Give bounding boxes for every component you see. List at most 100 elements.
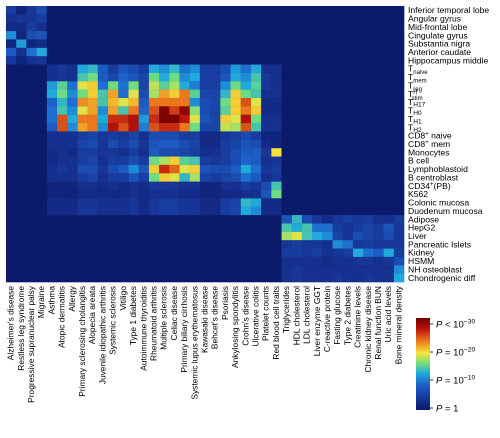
heatmap-cell: [179, 89, 190, 99]
heatmap-cell: [16, 181, 27, 191]
heatmap-cell: [189, 64, 201, 74]
heatmap-cell: [199, 131, 211, 141]
heatmap-cell: [108, 81, 119, 90]
heatmap-cell: [230, 156, 242, 166]
heatmap-cell: [322, 114, 333, 124]
heatmap-cell: [301, 131, 313, 141]
column-label: Autoimmune thyroiditis: [138, 286, 148, 371]
heatmap-cell: [393, 181, 405, 191]
heatmap-cell: [16, 56, 27, 65]
heatmap-cell: [159, 98, 170, 107]
heatmap-cell: [128, 273, 139, 283]
heatmap-cell: [342, 131, 354, 141]
heatmap-cell: [322, 173, 333, 182]
heatmap-cell: [57, 131, 68, 141]
heatmap-cell: [128, 56, 139, 65]
heatmap-cell: [169, 190, 180, 199]
heatmap-cell: [67, 139, 78, 149]
heatmap-cell: [189, 6, 201, 15]
heatmap-cell: [281, 273, 293, 283]
heatmap-cell: [393, 248, 405, 258]
heatmap-cell: [230, 39, 242, 49]
heatmap-cell: [108, 273, 119, 283]
heatmap-cell: [383, 31, 395, 40]
heatmap-cell: [87, 164, 99, 174]
heatmap-cell: [373, 6, 384, 15]
heatmap-cell: [352, 81, 364, 90]
heatmap-cell: [230, 72, 242, 82]
heatmap-cell: [26, 39, 37, 49]
heatmap-cell: [261, 14, 272, 24]
heatmap-cell: [312, 248, 323, 258]
heatmap-cell: [383, 64, 395, 74]
heatmap-cell: [6, 22, 17, 32]
heatmap-cell: [230, 265, 242, 274]
heatmap-cell: [332, 273, 344, 283]
heatmap-cell: [322, 22, 333, 32]
heatmap-cell: [373, 31, 384, 40]
heatmap-cell: [342, 89, 354, 99]
legend-colorbar: [416, 318, 430, 410]
heatmap-cell: [373, 265, 384, 274]
heatmap-cell: [169, 64, 180, 74]
heatmap-cell: [322, 248, 333, 258]
heatmap-cell: [301, 39, 313, 49]
heatmap-cell: [26, 114, 37, 124]
heatmap-cell: [26, 98, 37, 107]
heatmap-cell: [16, 31, 27, 40]
heatmap-cell: [291, 206, 303, 216]
heatmap-cell: [332, 72, 344, 82]
heatmap-cell: [373, 148, 384, 157]
heatmap-cell: [383, 190, 395, 199]
heatmap-cell: [240, 39, 252, 49]
heatmap-cell: [179, 273, 190, 283]
heatmap-cell: [291, 240, 303, 249]
heatmap-cell: [87, 114, 99, 124]
heatmap-cell: [342, 39, 354, 49]
heatmap-cell: [281, 148, 293, 157]
heatmap-cell: [128, 72, 139, 82]
heatmap-cell: [159, 89, 170, 99]
heatmap-cell: [363, 6, 374, 15]
heatmap-cell: [210, 22, 221, 32]
heatmap-cell: [199, 173, 211, 182]
heatmap-cell: [159, 248, 170, 258]
heatmap-cell: [363, 139, 374, 149]
heatmap-cell: [220, 56, 231, 65]
heatmap-cell: [261, 181, 272, 191]
heatmap-cell: [46, 14, 58, 24]
heatmap-cell: [363, 14, 374, 24]
heatmap-cell: [261, 265, 272, 274]
row-label: Monocytes: [408, 147, 450, 157]
heatmap-cell: [261, 131, 272, 141]
heatmap-cell: [230, 89, 242, 99]
heatmap-cell: [128, 265, 139, 274]
heatmap-cell: [16, 81, 27, 90]
heatmap-cell: [6, 72, 17, 82]
heatmap-cell: [77, 164, 88, 174]
heatmap-cell: [159, 173, 170, 182]
heatmap-cell: [46, 190, 58, 199]
heatmap-cell: [138, 131, 150, 141]
heatmap-cell: [373, 114, 384, 124]
heatmap-cell: [312, 89, 323, 99]
heatmap-cell: [138, 164, 150, 174]
heatmap-cell: [332, 114, 344, 124]
heatmap-cell: [342, 106, 354, 116]
heatmap-cell: [383, 256, 395, 266]
heatmap-cell: [199, 256, 211, 266]
heatmap-cell: [57, 265, 68, 274]
heatmap-cell: [281, 173, 293, 182]
heatmap-cell: [230, 273, 242, 283]
heatmap-cell: [261, 231, 272, 241]
heatmap-cell: [250, 206, 262, 216]
heatmap-cell: [393, 98, 405, 107]
heatmap-cell: [118, 198, 129, 208]
column-label: Progressive supranuclear palsy: [26, 285, 36, 403]
heatmap-cell: [128, 106, 139, 116]
heatmap-cell: [108, 148, 119, 157]
heatmap-cell: [332, 265, 344, 274]
heatmap-cell: [189, 190, 201, 199]
heatmap-cell: [240, 6, 252, 15]
